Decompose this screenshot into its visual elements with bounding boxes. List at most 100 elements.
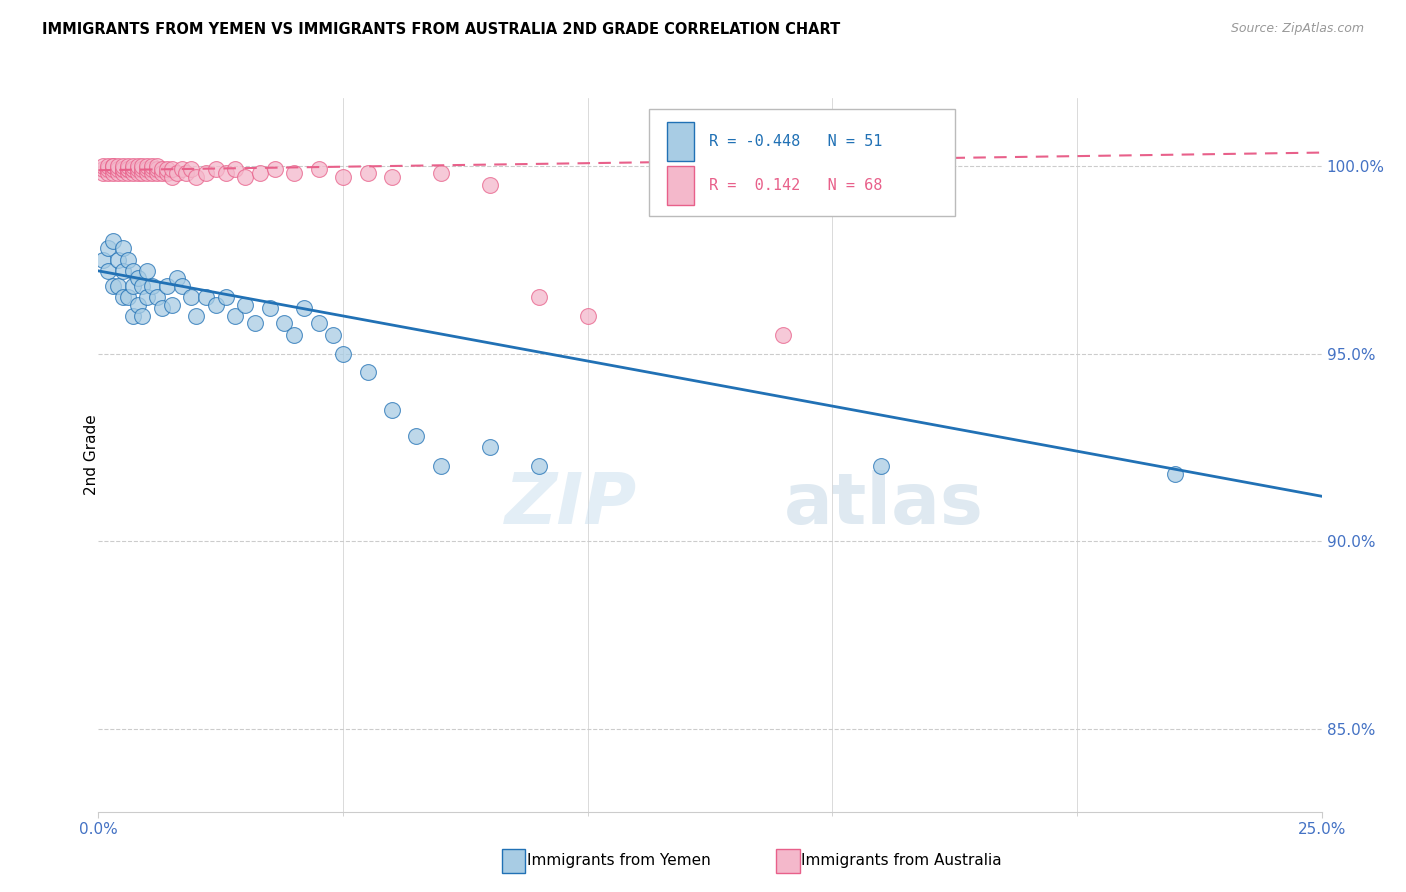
Point — [160, 298, 183, 312]
Point — [186, 169, 208, 184]
Point — [332, 169, 354, 184]
Point — [180, 290, 202, 304]
Point — [101, 166, 124, 180]
Point — [160, 162, 183, 177]
Point — [156, 279, 179, 293]
Point — [233, 169, 256, 184]
Point — [308, 162, 330, 177]
FancyBboxPatch shape — [668, 166, 695, 205]
Point — [121, 309, 143, 323]
Point — [91, 162, 114, 177]
Point — [136, 166, 159, 180]
Point — [127, 166, 149, 180]
Point — [478, 441, 501, 455]
Point — [136, 264, 159, 278]
Point — [141, 166, 163, 180]
Text: atlas: atlas — [783, 470, 983, 540]
Point — [111, 162, 134, 177]
Point — [107, 166, 129, 180]
Point — [131, 309, 153, 323]
Point — [156, 166, 179, 180]
Point — [233, 298, 256, 312]
Point — [101, 162, 124, 177]
Point — [224, 309, 246, 323]
Point — [243, 317, 266, 331]
Point — [146, 166, 169, 180]
Text: R = -0.448   N = 51: R = -0.448 N = 51 — [709, 134, 882, 149]
Point — [478, 178, 501, 192]
Point — [121, 162, 143, 177]
Text: IMMIGRANTS FROM YEMEN VS IMMIGRANTS FROM AUSTRALIA 2ND GRADE CORRELATION CHART: IMMIGRANTS FROM YEMEN VS IMMIGRANTS FROM… — [42, 22, 841, 37]
Point — [146, 159, 169, 173]
Point — [97, 166, 120, 180]
Text: Source: ZipAtlas.com: Source: ZipAtlas.com — [1230, 22, 1364, 36]
Point — [150, 162, 173, 177]
Point — [101, 279, 124, 293]
Point — [117, 166, 139, 180]
Point — [263, 162, 285, 177]
Point — [1164, 467, 1187, 481]
Point — [273, 317, 295, 331]
Point — [121, 264, 143, 278]
Point — [195, 290, 218, 304]
Point — [131, 279, 153, 293]
Text: R =  0.142   N = 68: R = 0.142 N = 68 — [709, 178, 882, 194]
Point — [150, 166, 173, 180]
Point — [131, 162, 153, 177]
Point — [576, 309, 599, 323]
Point — [131, 166, 153, 180]
Point — [430, 166, 453, 180]
Point — [356, 166, 378, 180]
Point — [136, 159, 159, 173]
Point — [117, 162, 139, 177]
Point — [205, 162, 228, 177]
Point — [127, 271, 149, 285]
Point — [131, 159, 153, 173]
Point — [224, 162, 246, 177]
Point — [214, 290, 236, 304]
Point — [308, 317, 330, 331]
FancyBboxPatch shape — [650, 109, 955, 216]
Point — [381, 169, 404, 184]
Point — [111, 290, 134, 304]
Point — [405, 429, 427, 443]
Point — [176, 166, 198, 180]
Point — [111, 241, 134, 255]
Point — [101, 159, 124, 173]
Text: Immigrants from Yemen: Immigrants from Yemen — [527, 854, 711, 868]
Point — [527, 290, 550, 304]
Point — [195, 166, 218, 180]
Point — [186, 309, 208, 323]
Point — [430, 459, 453, 474]
Point — [322, 327, 344, 342]
Point — [141, 279, 163, 293]
Point — [146, 290, 169, 304]
Point — [146, 162, 169, 177]
Point — [141, 159, 163, 173]
Point — [121, 166, 143, 180]
Point — [117, 159, 139, 173]
Point — [160, 169, 183, 184]
Point — [97, 241, 120, 255]
Point — [121, 279, 143, 293]
Point — [166, 166, 188, 180]
Point — [127, 162, 149, 177]
Point — [117, 162, 139, 177]
Point — [127, 159, 149, 173]
Text: ZIP: ZIP — [505, 470, 637, 540]
Point — [97, 162, 120, 177]
Point — [107, 162, 129, 177]
Point — [283, 327, 305, 342]
Point — [136, 290, 159, 304]
Point — [180, 162, 202, 177]
Point — [121, 159, 143, 173]
Text: Immigrants from Australia: Immigrants from Australia — [801, 854, 1002, 868]
Point — [91, 252, 114, 267]
Point — [91, 166, 114, 180]
Point — [97, 264, 120, 278]
Point — [381, 402, 404, 417]
Point — [111, 264, 134, 278]
Point — [107, 252, 129, 267]
Point — [166, 271, 188, 285]
Point — [107, 159, 129, 173]
